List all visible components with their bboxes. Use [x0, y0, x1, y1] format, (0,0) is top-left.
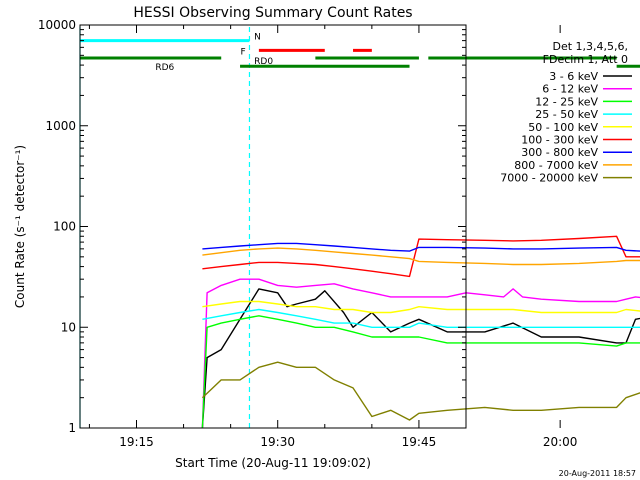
series-line-0 — [201, 288, 640, 429]
x-tick-label-0: 19:15 — [119, 435, 154, 449]
flag-label-n: N — [254, 33, 261, 43]
y-tick-label-3: 1000 — [45, 119, 76, 133]
series-line-7 — [202, 247, 640, 266]
legend-header-line-1: FDecim 1, Att 0 — [543, 53, 628, 66]
series-line-1 — [201, 278, 640, 429]
series-line-4 — [202, 300, 640, 314]
series-line-2 — [201, 315, 640, 429]
y-axis-label: Count Rate (s⁻¹ detector⁻¹) — [13, 145, 27, 308]
legend-label-0: 3 - 6 keV — [549, 70, 598, 83]
legend-label-6: 300 - 800 keV — [521, 146, 598, 159]
series-line-3 — [202, 308, 640, 328]
series-line-5 — [202, 235, 640, 278]
legend-label-4: 50 - 100 keV — [528, 121, 598, 134]
legend-label-1: 6 - 12 keV — [542, 83, 598, 96]
y-tick-label-0: 1 — [68, 421, 76, 435]
legend-label-2: 12 - 25 keV — [535, 95, 598, 108]
x-tick-label-2: 19:45 — [402, 435, 437, 449]
series-line-8 — [201, 361, 640, 421]
legend-label-7: 800 - 7000 keV — [514, 159, 598, 172]
legend-label-5: 100 - 300 keV — [521, 134, 598, 147]
x-axis-label: Start Time (20-Aug-11 19:09:02) — [175, 456, 371, 470]
x-tick-label-1: 19:30 — [260, 435, 295, 449]
y-tick-label-2: 100 — [53, 220, 76, 234]
legend-label-8: 7000 - 20000 keV — [500, 172, 598, 185]
legend-label-3: 25 - 50 keV — [535, 108, 598, 121]
y-tick-label-1: 10 — [61, 320, 76, 334]
flag-label-rd6: RD6 — [155, 63, 174, 73]
flag-label-f: F — [241, 47, 246, 57]
x-tick-label-3: 20:00 — [543, 435, 578, 449]
flag-label-rd0: RD0 — [254, 57, 273, 67]
series-line-6 — [202, 242, 640, 252]
plot-frame — [79, 24, 467, 429]
legend-header-line-0: Det 1,3,4,5,6, — [552, 40, 628, 53]
chart-title: HESSI Observing Summary Count Rates — [133, 5, 412, 21]
y-tick-label-4: 10000 — [38, 18, 76, 32]
timestamp-label: 20-Aug-2011 18:57 — [559, 469, 636, 478]
